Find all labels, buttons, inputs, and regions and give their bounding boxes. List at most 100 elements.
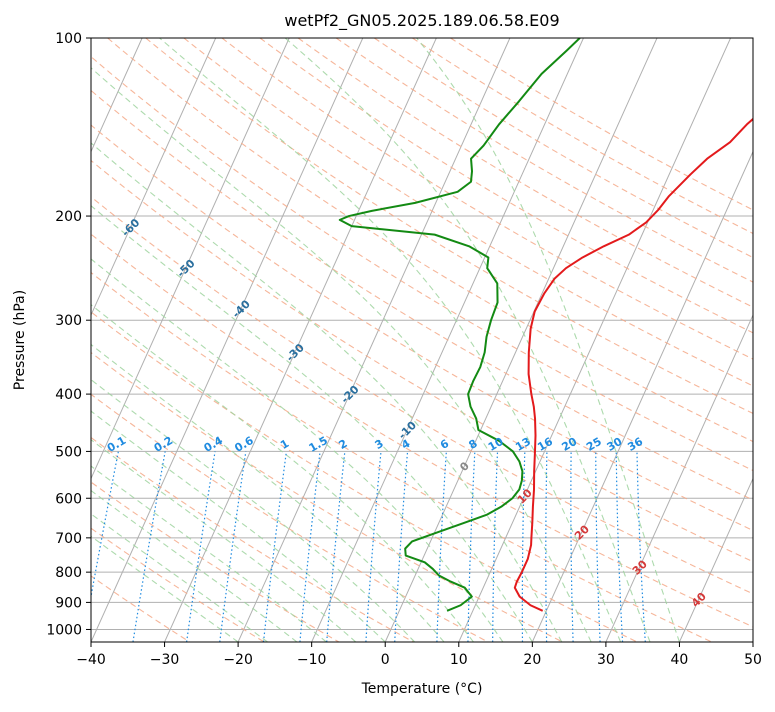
isotherm-label: -40 bbox=[230, 297, 253, 320]
warm-isotherm-label: 20 bbox=[572, 522, 592, 542]
mixing-ratio-line bbox=[595, 451, 601, 642]
moist-adiabat-line bbox=[91, 410, 386, 642]
isotherm-line bbox=[458, 38, 732, 642]
dry-adiabat-line bbox=[91, 575, 190, 642]
dry-adiabat-line bbox=[221, 38, 753, 360]
dry-adiabat-line bbox=[91, 393, 489, 642]
dry-adiabat-line bbox=[91, 311, 638, 642]
dry-adiabat-line bbox=[91, 436, 414, 642]
x-tick-label: 50 bbox=[744, 652, 762, 668]
moist-adiabat-line bbox=[91, 67, 592, 642]
temperature-profile-line bbox=[513, 117, 753, 612]
moist-adiabat-line bbox=[91, 439, 357, 642]
mixing-ratio-line bbox=[615, 451, 624, 642]
y-tick-label: 900 bbox=[55, 595, 82, 611]
dry-adiabat-line bbox=[91, 351, 563, 642]
warm-isotherm-label: 30 bbox=[630, 557, 650, 577]
axes: −40 −30 −20 −10 0 10 20 30 40 5010020030040050060… bbox=[46, 31, 762, 668]
isotherm-line bbox=[531, 150, 753, 642]
y-tick-label: 200 bbox=[55, 209, 82, 225]
x-tick-label: −40 bbox=[76, 652, 106, 668]
dry-adiabat-line bbox=[145, 38, 753, 414]
dry-adiabat-line bbox=[91, 159, 753, 563]
series-lines bbox=[338, 38, 753, 612]
moist-adiabat-line bbox=[91, 304, 474, 642]
dry-adiabat-line bbox=[297, 38, 753, 308]
dry-adiabat-line bbox=[107, 38, 753, 443]
isotherm-line bbox=[752, 640, 753, 642]
dry-adiabat-line bbox=[335, 38, 753, 283]
mixing-ratio-line bbox=[326, 451, 346, 642]
moist-adiabat-line bbox=[91, 535, 239, 642]
y-tick-label: 400 bbox=[55, 387, 82, 403]
moist-adiabat-line bbox=[91, 513, 268, 642]
isotherm-line bbox=[91, 38, 290, 480]
mixing-ratio-line bbox=[186, 451, 216, 642]
isotherm-line bbox=[237, 38, 511, 642]
dry-adiabat-line bbox=[183, 38, 753, 387]
mixing-ratio-line bbox=[219, 451, 247, 642]
isotherm-line bbox=[0, 38, 69, 642]
mixing-ratio-line bbox=[492, 451, 499, 642]
mixing-ratio-line bbox=[365, 451, 382, 642]
warm-isotherm-label: 10 bbox=[515, 486, 535, 506]
mixing-ratio-line bbox=[545, 451, 548, 642]
x-tick-label: −30 bbox=[150, 652, 180, 668]
dry-adiabat-line bbox=[91, 89, 753, 501]
y-tick-label: 100 bbox=[55, 31, 82, 47]
moist-adiabat-line bbox=[91, 465, 327, 642]
isotherm-label: -20 bbox=[338, 383, 361, 406]
dry-adiabat-line bbox=[91, 124, 753, 532]
mixing-ratio-line bbox=[262, 451, 288, 642]
y-tick-label: 300 bbox=[55, 313, 82, 329]
moist-adiabat-line bbox=[91, 205, 533, 642]
background-lines bbox=[0, 38, 753, 642]
x-tick-label: 30 bbox=[597, 652, 615, 668]
x-tick-label: 20 bbox=[523, 652, 541, 668]
dry-adiabat-line bbox=[91, 196, 753, 595]
mixing-ratio-label: 3 bbox=[373, 437, 386, 452]
isotherm-line bbox=[91, 38, 217, 317]
isotherm-label: -50 bbox=[174, 257, 197, 280]
warm-isotherm-label: 40 bbox=[689, 590, 709, 610]
x-tick-label: 40 bbox=[671, 652, 689, 668]
y-tick-label: 700 bbox=[55, 531, 82, 547]
dry-adiabat-line bbox=[259, 38, 753, 334]
isotherm-line bbox=[91, 38, 364, 642]
mixing-ratio-line bbox=[570, 451, 574, 642]
moist-adiabat-line bbox=[91, 258, 504, 642]
isotherm-label: -60 bbox=[119, 216, 142, 239]
dry-adiabat-line bbox=[91, 481, 340, 642]
isotherm-line bbox=[91, 38, 143, 153]
isotherm-line bbox=[605, 313, 753, 642]
y-axis-label: Pressure (hPa) bbox=[12, 290, 28, 390]
y-tick-label: 600 bbox=[55, 491, 82, 507]
mixing-ratio-line bbox=[636, 451, 646, 642]
dry-adiabat-line bbox=[412, 38, 753, 235]
plot-frame bbox=[90, 37, 754, 643]
moist-adiabat-line bbox=[159, 38, 622, 642]
inline-labels: 0.1 0.2 0.4 0.6 1 1.5 2 3 4 6 8 10 13 16 20 25 30 36-60-5… bbox=[105, 216, 709, 610]
dry-adiabat-line bbox=[91, 527, 265, 642]
dry-adiabat-line bbox=[91, 271, 713, 642]
y-tick-label: 1000 bbox=[46, 622, 82, 638]
mixing-ratio-line bbox=[91, 451, 119, 600]
mixing-ratio-line bbox=[436, 451, 447, 642]
x-axis-label: Temperature (°C) bbox=[361, 681, 483, 697]
chart-title: wetPf2_GN05.2025.189.06.58.E09 bbox=[284, 11, 559, 31]
warm-isotherm-label: 0 bbox=[457, 459, 472, 474]
y-tick-label: 500 bbox=[55, 444, 82, 460]
isotherm-line bbox=[164, 38, 437, 642]
mixing-ratio-label: 6 bbox=[438, 437, 451, 452]
isotherm-line bbox=[678, 477, 753, 642]
moist-adiabat-line bbox=[91, 489, 298, 642]
y-tick-label: 800 bbox=[55, 565, 82, 581]
mixing-ratio-line bbox=[132, 451, 166, 642]
moist-adiabat-line bbox=[416, 38, 680, 642]
x-tick-label: 10 bbox=[450, 652, 468, 668]
dewpoint-profile-line bbox=[338, 38, 581, 612]
mixing-ratio-line bbox=[299, 451, 321, 642]
moist-adiabat-line bbox=[91, 142, 563, 642]
